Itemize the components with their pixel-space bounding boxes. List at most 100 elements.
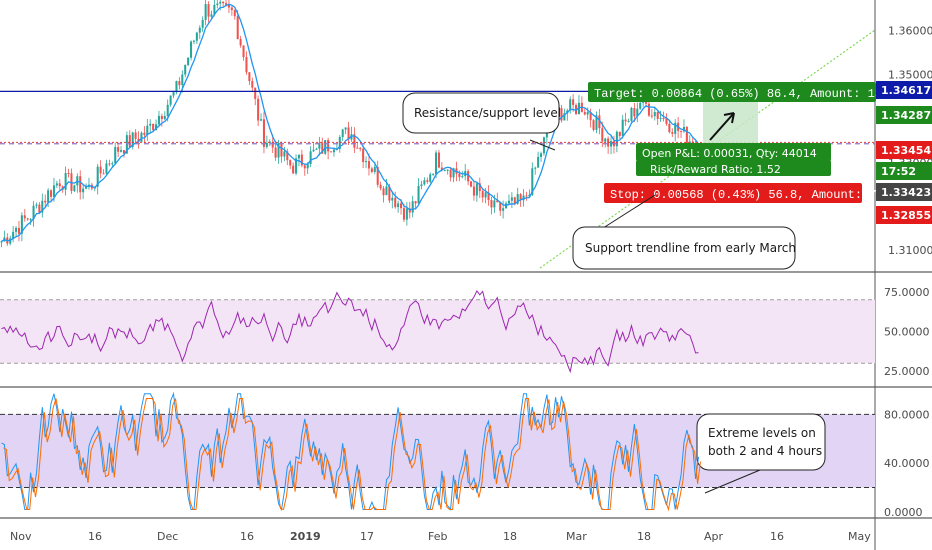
candle: [23, 208, 26, 222]
candle: [525, 191, 528, 201]
risk-reward-label: Risk/Reward Ratio: 1.52: [650, 163, 781, 176]
price-tag: 1.32855: [876, 206, 932, 224]
moving-average-line: [1, 3, 700, 243]
candle: [12, 226, 15, 243]
candle: [537, 151, 540, 168]
candle: [38, 202, 41, 214]
candle: [99, 160, 102, 179]
candle: [338, 135, 341, 153]
candle: [633, 102, 636, 123]
candle: [140, 131, 143, 142]
candle: [169, 95, 172, 107]
candle: [636, 102, 639, 123]
candle: [627, 118, 630, 123]
resistance-callout-text: Resistance/support level: [414, 106, 561, 120]
candle: [423, 177, 426, 186]
candle: [344, 127, 347, 134]
candle: [149, 119, 152, 133]
candle: [405, 202, 408, 226]
risk-reward-bg: [636, 160, 831, 176]
candle: [114, 142, 117, 165]
candle: [449, 167, 452, 182]
candle: [262, 111, 265, 154]
candle: [420, 180, 423, 190]
candle: [510, 192, 513, 209]
candle: [674, 119, 677, 142]
candle: [411, 195, 414, 218]
candle: [143, 126, 146, 143]
candle: [417, 178, 420, 205]
candle: [108, 159, 111, 167]
candle: [359, 147, 362, 152]
candle: [17, 220, 20, 242]
stoch-axis-tick-label: 0.0000: [884, 506, 923, 519]
target-label-bg: [588, 82, 876, 102]
price-axis-tick-label: 1.31000: [888, 244, 932, 257]
extreme-callout[interactable]: Extreme levels on both 2 and 4 hours: [696, 413, 826, 494]
candle: [475, 181, 478, 202]
candle: [607, 136, 610, 154]
price-tag: 1.34287: [876, 106, 932, 124]
candle: [58, 178, 61, 191]
candle: [137, 131, 140, 149]
candle: [472, 181, 475, 201]
candle: [618, 131, 621, 139]
candle: [280, 141, 283, 163]
stochastic-k-line: [1, 391, 699, 512]
candle: [665, 113, 668, 126]
candle: [117, 142, 120, 158]
candle: [592, 118, 595, 132]
candle: [79, 170, 82, 200]
candle: [82, 185, 85, 200]
candle: [216, 0, 219, 9]
candle: [105, 159, 108, 175]
candle: [20, 212, 23, 242]
candle: [370, 166, 373, 174]
candle: [146, 118, 149, 141]
candle: [583, 108, 586, 116]
x-axis-tick-label: May: [848, 530, 871, 543]
candle: [481, 188, 484, 203]
candle: [248, 72, 251, 85]
candle: [222, 1, 225, 8]
candle: [233, 9, 236, 20]
candle: [178, 77, 181, 90]
stoch-axis-tick-label: 80.0000: [884, 408, 930, 421]
candle: [134, 129, 137, 145]
candle: [163, 111, 166, 121]
candle: [35, 202, 38, 209]
candle: [502, 200, 505, 219]
candle: [254, 87, 257, 106]
candle: [461, 171, 464, 179]
candle: [621, 115, 624, 139]
candle: [190, 40, 193, 61]
x-axis-tick-label: Mar: [566, 530, 587, 543]
candle: [6, 233, 9, 246]
candle: [201, 16, 204, 32]
candle: [685, 125, 688, 146]
candle: [327, 137, 330, 160]
candle: [376, 160, 379, 188]
candle: [213, 0, 216, 17]
candle: [172, 91, 175, 99]
candle: [26, 217, 29, 221]
candle: [303, 163, 306, 176]
candle: [598, 109, 601, 135]
stoch-axis-tick-label: 40.0000: [884, 457, 930, 470]
stop-label-bg: [604, 183, 862, 203]
support-callout[interactable]: Support trendline from early March: [572, 194, 796, 270]
candle: [394, 191, 397, 209]
candle: [160, 113, 163, 127]
stochastic-d-line: [3, 398, 701, 512]
candlestick-series: [0, 0, 700, 248]
candle: [210, 10, 213, 19]
svg-text:1.34287: 1.34287: [881, 109, 931, 122]
candle: [274, 140, 277, 161]
candle: [157, 110, 160, 128]
candle: [207, 1, 210, 23]
candle: [589, 108, 592, 128]
candle: [73, 184, 76, 193]
candle: [318, 136, 321, 156]
resistance-callout[interactable]: Resistance/support level: [402, 92, 561, 151]
